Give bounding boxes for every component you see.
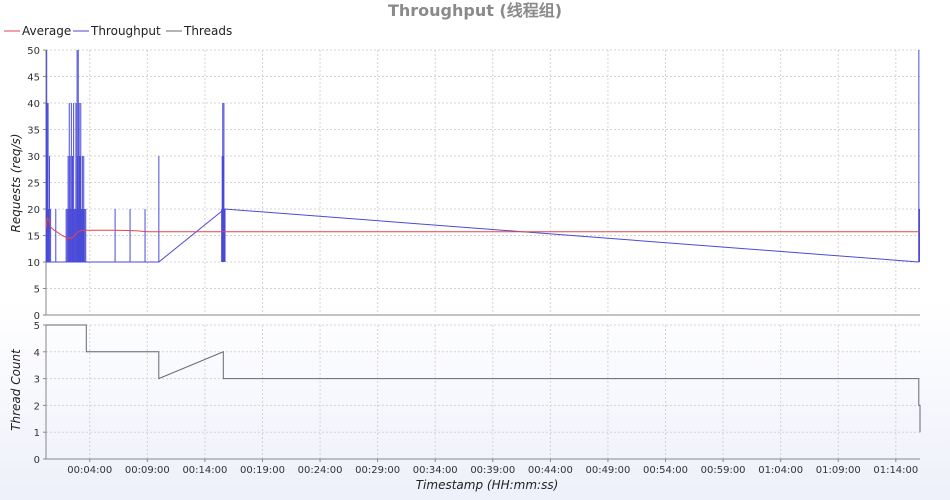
y-tick-label: 0 — [34, 455, 40, 466]
threads-plot: 0 1 2 3 4 5 Thread Count 00:04:00 00:09:00 00:14:… — [9, 321, 921, 476]
x-tick-label: 00:04:00 — [67, 465, 112, 476]
y-tick-label: 5 — [34, 321, 40, 332]
y-tick-label: 0 — [34, 311, 40, 322]
y-tick-label: 2 — [34, 401, 40, 412]
legend: Average Throughput Threads — [4, 24, 232, 38]
legend-label-threads: Threads — [183, 24, 232, 38]
y-tick-label: 40 — [27, 99, 40, 110]
y-tick-label: 50 — [27, 46, 40, 57]
series-average — [45, 216, 920, 240]
x-tick-label: 00:39:00 — [470, 465, 515, 476]
x-tick-label: 01:14:00 — [873, 465, 918, 476]
x-tick-label: 00:09:00 — [125, 465, 170, 476]
series-throughput — [45, 50, 920, 263]
x-tick-label: 00:44:00 — [528, 465, 573, 476]
y-tick-label: 15 — [27, 232, 40, 243]
legend-label-throughput: Throughput — [90, 24, 161, 38]
average-line — [45, 216, 920, 240]
throughput-line — [46, 208, 919, 263]
x-axis-label: Timestamp (HH:mm:ss) — [416, 478, 559, 492]
y-tick-label: 45 — [27, 73, 40, 84]
legend-label-average: Average — [22, 24, 71, 38]
y-tick-label: 1 — [34, 428, 40, 439]
series-threads — [46, 324, 921, 433]
x-tick-label: 00:49:00 — [585, 465, 630, 476]
y-tick-label: 5 — [34, 285, 40, 296]
y-tick-label: 35 — [27, 126, 40, 137]
requests-plot: 0 5 10 15 20 25 30 35 40 45 50 Requests (req/s) — [9, 46, 920, 322]
x-tick-label: 00:14:00 — [182, 465, 227, 476]
y-tick-label: 10 — [27, 258, 40, 269]
threads-line — [46, 324, 921, 433]
y-tick-label: 4 — [34, 348, 40, 359]
x-tick-label: 00:59:00 — [701, 465, 746, 476]
x-tick-label: 00:34:00 — [413, 465, 458, 476]
x-tick-label: 00:29:00 — [355, 465, 400, 476]
chart-title: Throughput (线程组) — [388, 1, 562, 20]
y-axis-label: Thread Count — [9, 348, 23, 431]
x-tick-label: 00:54:00 — [643, 465, 688, 476]
x-tick-label: 01:09:00 — [816, 465, 861, 476]
x-tick-label: 00:24:00 — [298, 465, 343, 476]
y-tick-label: 20 — [27, 205, 40, 216]
y-tick-label: 3 — [34, 375, 40, 386]
x-tick-label: 00:19:00 — [240, 465, 285, 476]
y-tick-label: 25 — [27, 179, 40, 190]
y-axis-label: Requests (req/s) — [9, 134, 23, 233]
y-tick-label: 30 — [27, 152, 40, 163]
x-tick-label: 01:04:00 — [758, 465, 803, 476]
